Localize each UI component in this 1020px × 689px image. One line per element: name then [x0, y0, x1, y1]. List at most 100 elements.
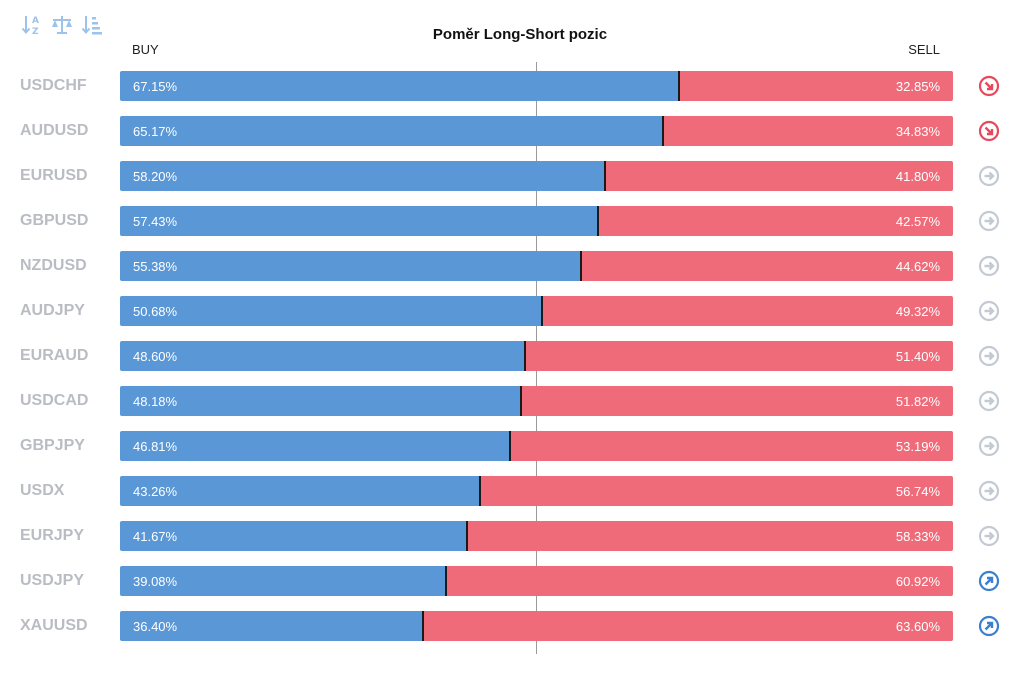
sell-bar: [598, 206, 953, 236]
ratio-bar: 41.67% 58.33%: [120, 521, 953, 551]
buy-column-label: BUY: [132, 42, 159, 57]
ratio-divider: [597, 206, 599, 236]
ratio-divider: [541, 296, 543, 326]
symbol-label: USDCHF: [20, 77, 87, 94]
sell-bar: [525, 341, 953, 371]
buy-bar: [120, 161, 605, 191]
table-row: EURAUD 48.60% 51.40%: [0, 341, 1020, 371]
sell-value-label: 34.83%: [895, 124, 940, 139]
ratio-bar: 46.81% 53.19%: [120, 431, 953, 461]
buy-value-label: 43.26%: [133, 484, 178, 499]
table-row: NZDUSD 55.38% 44.62%: [0, 251, 1020, 281]
ratio-bar: 39.08% 60.92%: [120, 566, 953, 596]
sell-bar: [663, 116, 953, 146]
table-row: USDCHF 67.15% 32.85%: [0, 71, 1020, 101]
ratio-divider: [520, 386, 522, 416]
arrow-right-icon[interactable]: [978, 300, 1000, 322]
buy-value-label: 48.60%: [133, 349, 178, 364]
sell-bar: [467, 521, 953, 551]
buy-bar: [120, 611, 423, 641]
buy-bar: [120, 341, 525, 371]
arrow-right-icon[interactable]: [978, 345, 1000, 367]
buy-value-label: 55.38%: [133, 259, 178, 274]
table-row: AUDJPY 50.68% 49.32%: [0, 296, 1020, 326]
ratio-divider: [524, 341, 526, 371]
sell-value-label: 53.19%: [895, 439, 940, 454]
ratio-bar: 67.15% 32.85%: [120, 71, 953, 101]
buy-bar: [120, 476, 480, 506]
buy-bar: [120, 521, 467, 551]
symbol-label: AUDUSD: [20, 122, 89, 139]
sell-value-label: 58.33%: [895, 529, 940, 544]
table-row: AUDUSD 65.17% 34.83%: [0, 116, 1020, 146]
ratio-bar: 55.38% 44.62%: [120, 251, 953, 281]
sell-value-label: 42.57%: [895, 214, 940, 229]
symbol-label: EURUSD: [20, 167, 88, 184]
sell-bar: [510, 431, 953, 461]
buy-value-label: 39.08%: [133, 574, 178, 589]
sell-bar: [446, 566, 953, 596]
buy-bar: [120, 296, 542, 326]
symbol-label: XAUUSD: [20, 617, 88, 634]
table-row: EURUSD 58.20% 41.80%: [0, 161, 1020, 191]
scale-balance-icon[interactable]: [50, 12, 74, 38]
buy-value-label: 48.18%: [133, 394, 178, 409]
buy-bar: [120, 71, 679, 101]
arrow-down-right-icon[interactable]: [978, 75, 1000, 97]
ratio-bar: 57.43% 42.57%: [120, 206, 953, 236]
table-row: GBPJPY 46.81% 53.19%: [0, 431, 1020, 461]
sort-alpha-icon[interactable]: A Z: [20, 12, 44, 38]
table-row: EURJPY 41.67% 58.33%: [0, 521, 1020, 551]
sell-value-label: 32.85%: [895, 79, 940, 94]
arrow-right-icon[interactable]: [978, 525, 1000, 547]
buy-value-label: 46.81%: [133, 439, 178, 454]
ratio-divider: [678, 71, 680, 101]
arrow-right-icon[interactable]: [978, 435, 1000, 457]
ratio-divider: [445, 566, 447, 596]
arrow-up-right-icon[interactable]: [978, 570, 1000, 592]
sell-bar: [581, 251, 953, 281]
symbol-label: USDJPY: [20, 572, 85, 589]
chart-title: Poměr Long-Short pozic: [432, 26, 608, 43]
buy-value-label: 36.40%: [133, 619, 178, 634]
symbol-label: EURAUD: [20, 347, 89, 364]
table-row: GBPUSD 57.43% 42.57%: [0, 206, 1020, 236]
sell-bar: [521, 386, 953, 416]
sell-bar: [480, 476, 953, 506]
arrow-right-icon[interactable]: [978, 480, 1000, 502]
buy-bar: [120, 431, 510, 461]
ratio-bar: 58.20% 41.80%: [120, 161, 953, 191]
buy-value-label: 50.68%: [133, 304, 178, 319]
arrow-right-icon[interactable]: [978, 165, 1000, 187]
ratio-divider: [509, 431, 511, 461]
sell-value-label: 60.92%: [895, 574, 940, 589]
arrow-right-icon[interactable]: [978, 390, 1000, 412]
ratio-bar: 48.60% 51.40%: [120, 341, 953, 371]
arrow-right-icon[interactable]: [978, 255, 1000, 277]
sell-bar: [423, 611, 953, 641]
table-row: XAUUSD 36.40% 63.60%: [0, 611, 1020, 641]
symbol-label: USDCAD: [20, 392, 89, 409]
arrow-right-icon[interactable]: [978, 210, 1000, 232]
symbol-label: GBPJPY: [20, 437, 85, 454]
sell-value-label: 63.60%: [895, 619, 940, 634]
sell-value-label: 44.62%: [895, 259, 940, 274]
sell-value-label: 41.80%: [895, 169, 940, 184]
buy-bar: [120, 116, 663, 146]
ratio-divider: [662, 116, 664, 146]
ratio-bar: 50.68% 49.32%: [120, 296, 953, 326]
arrow-down-right-icon[interactable]: [978, 120, 1000, 142]
symbol-label: EURJPY: [20, 527, 85, 544]
table-row: USDX 43.26% 56.74%: [0, 476, 1020, 506]
symbol-label: GBPUSD: [20, 212, 89, 229]
ratio-divider: [466, 521, 468, 551]
buy-bar: [120, 251, 581, 281]
ratio-divider: [479, 476, 481, 506]
table-row: USDCAD 48.18% 51.82%: [0, 386, 1020, 416]
buy-value-label: 57.43%: [133, 214, 178, 229]
sort-amount-icon[interactable]: [80, 12, 104, 38]
sell-value-label: 51.82%: [895, 394, 940, 409]
arrow-up-right-icon[interactable]: [978, 615, 1000, 637]
sell-bar: [605, 161, 953, 191]
table-row: USDJPY 39.08% 60.92%: [0, 566, 1020, 596]
